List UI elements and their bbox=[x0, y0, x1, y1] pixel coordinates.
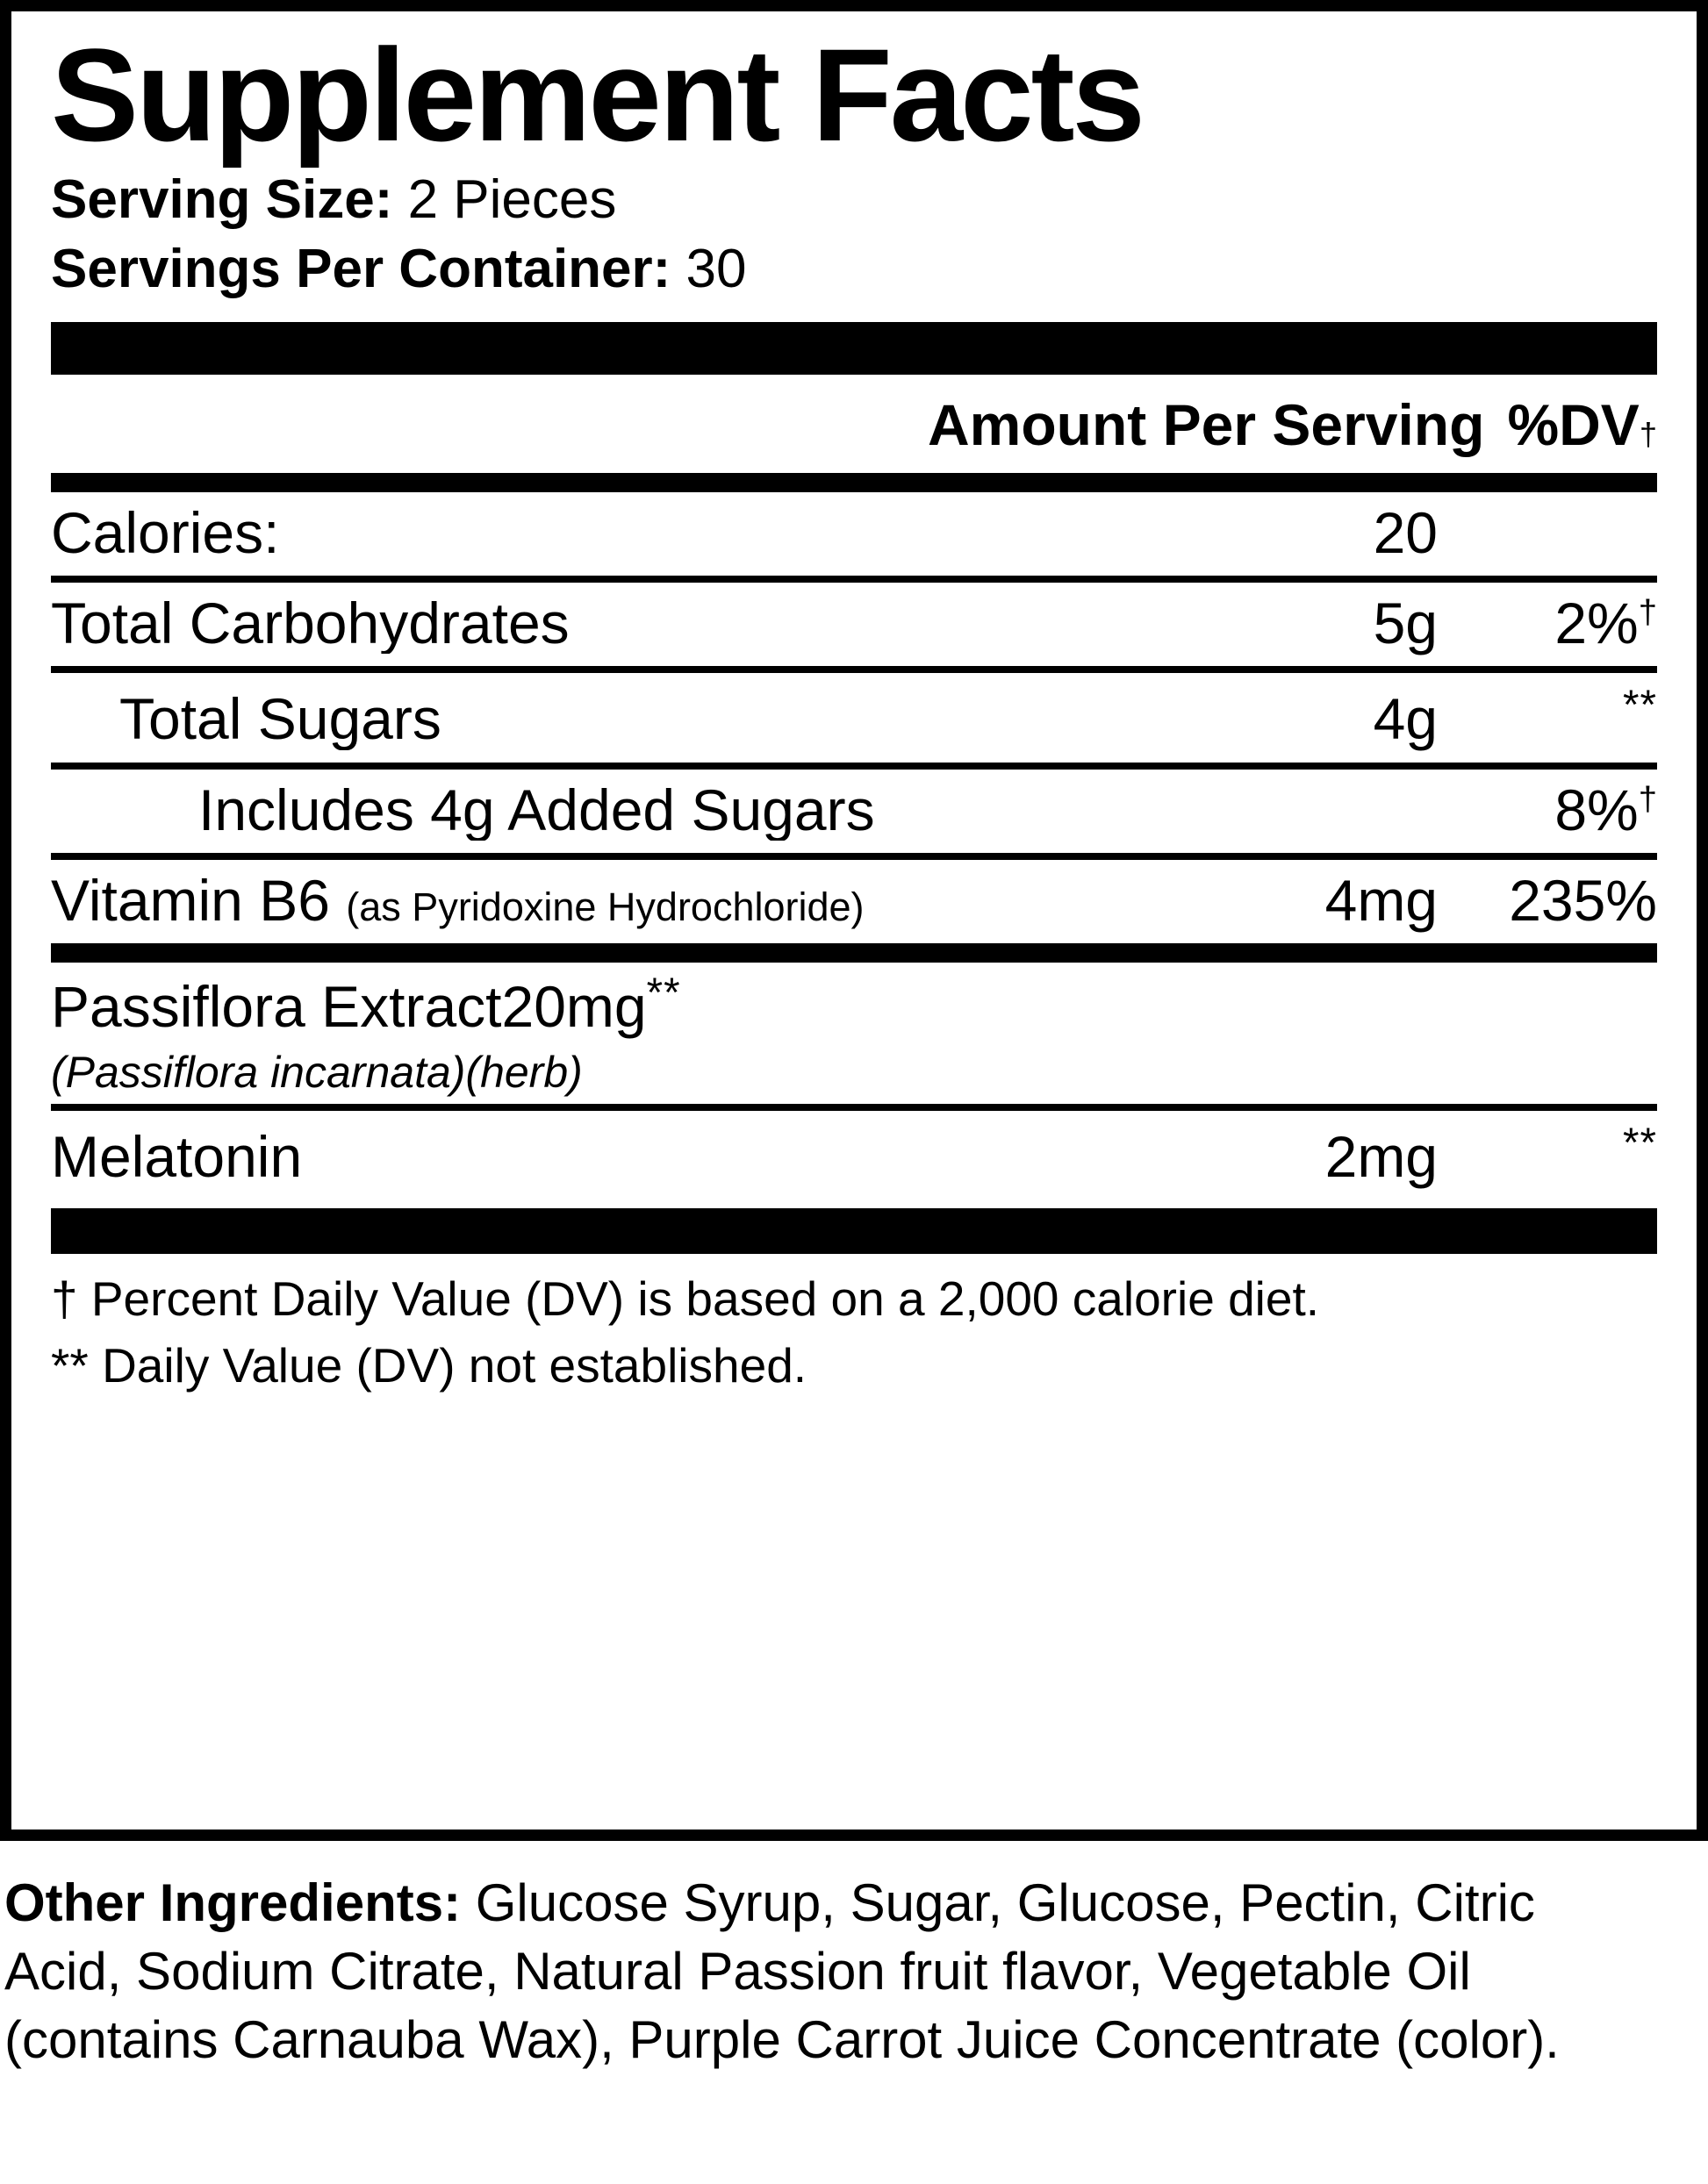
nutrient-dv: 235% bbox=[1509, 867, 1657, 933]
serving-size-value: 2 Pieces bbox=[407, 169, 617, 230]
table-row-top-line: Passiflora Extract 20mg ** bbox=[51, 971, 1657, 1037]
rule-above-footnotes bbox=[51, 1207, 1657, 1254]
other-ingredients-text: Glucose Syrup, Sugar, Glucose, Pectin, C… bbox=[4, 1873, 1560, 2069]
footnotes: † Percent Daily Value (DV) is based on a… bbox=[51, 1254, 1657, 1397]
row-separator bbox=[51, 666, 1657, 674]
table-row: Calories: 20 bbox=[51, 492, 1657, 576]
nutrient-amount: 4mg bbox=[1324, 867, 1438, 933]
nutrient-amount: 20 bbox=[1373, 499, 1438, 565]
footnote-double-asterisk: ** Daily Value (DV) not established. bbox=[51, 1338, 807, 1393]
nutrient-dv: 8%† bbox=[1554, 777, 1657, 842]
nutrient-name: Melatonin bbox=[51, 1126, 303, 1187]
servings-per-container-value: 30 bbox=[685, 239, 747, 300]
nutrient-name: Includes 4g Added Sugars bbox=[198, 779, 875, 841]
double-asterisk-icon: ** bbox=[1623, 1119, 1657, 1166]
table-row: Passiflora Extract 20mg ** (Passiflora i… bbox=[51, 963, 1657, 1103]
nutrient-dv: 2%† bbox=[1554, 591, 1657, 656]
serving-size-label: Serving Size: bbox=[51, 169, 393, 230]
row-separator bbox=[51, 576, 1657, 584]
supplement-facts-panel: Supplement Facts Serving Size: 2 Pieces … bbox=[0, 0, 1708, 1841]
nutrient-name: Calories: bbox=[51, 502, 280, 564]
serving-size-line: Serving Size: 2 Pieces bbox=[51, 165, 1657, 234]
dagger-icon: † bbox=[1639, 415, 1657, 452]
amount-per-serving-header: Amount Per Serving bbox=[927, 391, 1485, 457]
page-title: Supplement Facts bbox=[51, 21, 1145, 168]
nutrient-amount: 2mg bbox=[1324, 1123, 1438, 1189]
nutrient-name: Vitamin B6 (as Pyridoxine Hydrochloride) bbox=[51, 870, 865, 932]
table-row: Includes 4g Added Sugars 8%† bbox=[51, 770, 1657, 853]
dagger-icon: † bbox=[1638, 593, 1657, 632]
table-row: Total Sugars 4g ** bbox=[51, 673, 1657, 762]
nutrient-amount: 4g bbox=[1373, 686, 1438, 752]
table-row: Total Carbohydrates 5g 2%† bbox=[51, 583, 1657, 666]
double-asterisk-icon: ** bbox=[646, 970, 681, 1017]
row-separator bbox=[51, 1103, 1657, 1111]
nutrient-amount: 20mg bbox=[501, 974, 647, 1040]
nutrient-dv: ** bbox=[1438, 684, 1657, 749]
panel-inner: Supplement Facts Serving Size: 2 Pieces … bbox=[51, 21, 1657, 1821]
other-ingredients: Other Ingredients: Glucose Syrup, Sugar,… bbox=[4, 1869, 1637, 2074]
column-header-row: Amount Per Serving %DV † bbox=[51, 375, 1657, 473]
botanical-name: (Passiflora incarnata)(herb) bbox=[51, 1047, 583, 1097]
dagger-icon: † bbox=[1638, 779, 1657, 818]
row-separator bbox=[51, 852, 1657, 860]
nutrient-name: Passiflora Extract bbox=[51, 974, 502, 1040]
nutrient-dv: ** bbox=[647, 971, 681, 1037]
table-row: Melatonin 2mg ** bbox=[51, 1111, 1657, 1199]
nutrient-dv: ** bbox=[1438, 1121, 1657, 1187]
servings-per-container-label: Servings Per Container: bbox=[51, 239, 671, 300]
servings-per-container-line: Servings Per Container: 30 bbox=[51, 234, 1657, 304]
nutrient-name: Total Sugars bbox=[119, 689, 441, 750]
footnote-dagger: † Percent Daily Value (DV) is based on a… bbox=[51, 1271, 1320, 1326]
rule-below-column-header bbox=[51, 472, 1657, 492]
row-separator bbox=[51, 762, 1657, 770]
table-row: Vitamin B6 (as Pyridoxine Hydrochloride)… bbox=[51, 860, 1657, 943]
nutrient-name: Total Carbohydrates bbox=[51, 593, 570, 655]
other-ingredients-label: Other Ingredients: bbox=[4, 1873, 462, 1932]
nutrient-amount: 5g bbox=[1373, 591, 1438, 656]
rule-below-servings bbox=[51, 321, 1657, 375]
double-asterisk-icon: ** bbox=[1623, 682, 1657, 729]
rule-below-vitamins bbox=[51, 943, 1657, 963]
nutrient-source-note: (as Pyridoxine Hydrochloride) bbox=[346, 884, 865, 929]
daily-value-header: %DV bbox=[1507, 391, 1640, 457]
